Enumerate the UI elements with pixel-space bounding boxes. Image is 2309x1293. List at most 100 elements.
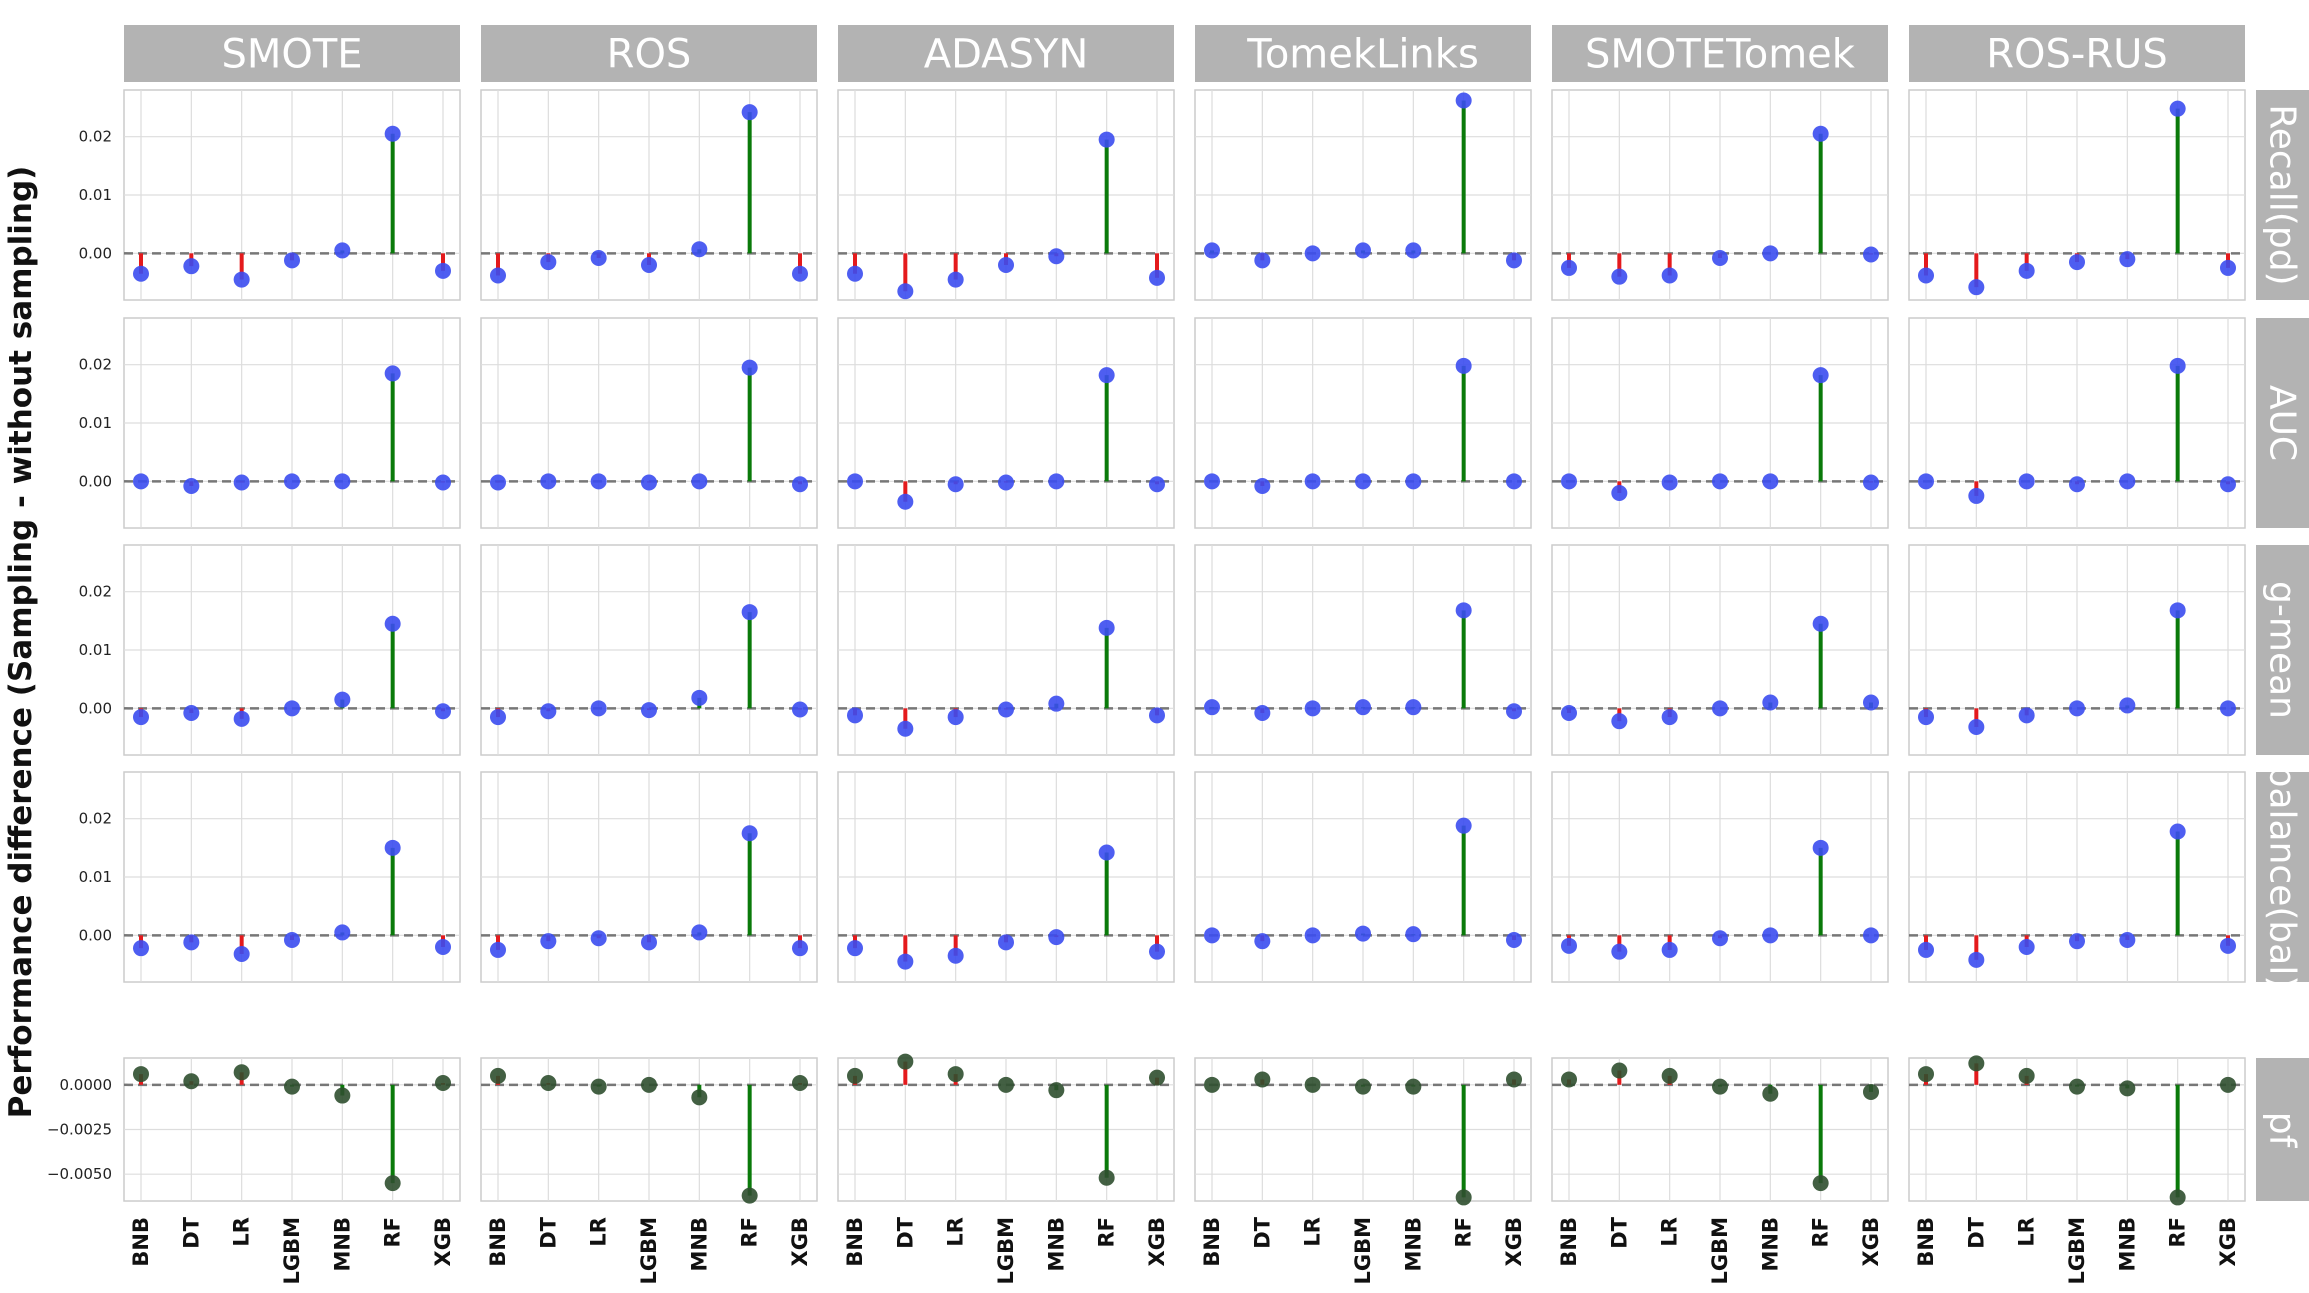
point-bnb xyxy=(133,265,149,282)
point-bnb xyxy=(1204,242,1220,259)
row-strip-pf: pf xyxy=(2256,1058,2309,1201)
point-rf xyxy=(1455,357,1472,374)
row-strip-recall-pd: Recall(pd) xyxy=(2256,90,2309,300)
point-xgb xyxy=(792,265,808,282)
point-xgb xyxy=(1149,707,1165,724)
point-rf xyxy=(1812,1175,1829,1192)
x-tick-label: XGB xyxy=(2216,1217,2240,1266)
x-tick-label: LR xyxy=(587,1217,611,1247)
point-lr xyxy=(947,271,964,288)
point-xgb xyxy=(435,474,451,491)
panel-recall-pd-smote xyxy=(123,89,461,301)
point-mnb xyxy=(691,241,708,258)
row-strip-label: balance(bal) xyxy=(2262,765,2303,990)
point-lr xyxy=(233,474,250,491)
point-xgb xyxy=(1863,246,1879,263)
point-lr xyxy=(2018,262,2035,279)
point-bnb xyxy=(490,474,506,491)
point-xgb xyxy=(1506,473,1522,490)
panel-pf-smote xyxy=(123,1057,461,1202)
row-strip-bg xyxy=(2256,1058,2309,1201)
panel-g-mean-smotetomek xyxy=(1551,544,1889,756)
column-strip-tomeklinks: TomekLinks xyxy=(1195,25,1531,82)
point-bnb xyxy=(1561,259,1577,276)
point-bnb xyxy=(1561,473,1577,490)
panel-recall-pd-adasyn xyxy=(837,89,1175,301)
point-rf xyxy=(1455,817,1472,834)
point-lr xyxy=(1661,474,1678,491)
panel-balance-bal-smotetomek xyxy=(1551,771,1889,983)
point-lgbm xyxy=(998,1076,1014,1093)
point-lgbm xyxy=(284,932,300,948)
point-lgbm xyxy=(1355,699,1371,716)
point-bnb xyxy=(847,473,863,490)
point-mnb xyxy=(1762,245,1779,262)
point-xgb xyxy=(1506,1071,1522,1088)
y-tick-label: 0.0000 xyxy=(60,1076,113,1094)
point-mnb xyxy=(1405,926,1422,943)
x-tick-label: BNB xyxy=(129,1217,153,1267)
panel-pf-smotetomek xyxy=(1551,1057,1889,1202)
point-lr xyxy=(590,473,607,490)
point-lr xyxy=(1661,709,1678,726)
point-lr xyxy=(590,1078,607,1095)
point-bnb xyxy=(847,1067,863,1084)
point-bnb xyxy=(1204,699,1220,716)
point-bnb xyxy=(1918,1066,1934,1083)
point-mnb xyxy=(691,1089,708,1106)
panel-recall-pd-tomeklinks xyxy=(1194,89,1532,301)
point-lgbm xyxy=(2069,254,2085,271)
point-dt xyxy=(183,478,200,494)
point-xgb xyxy=(435,1075,451,1092)
column-strip-label: SMOTE xyxy=(221,32,362,78)
point-rf xyxy=(1455,92,1472,109)
point-rf xyxy=(1098,367,1115,384)
y-tick-label: 0.00 xyxy=(79,699,112,717)
panel-g-mean-smote xyxy=(123,544,461,756)
y-tick-label: 0.01 xyxy=(79,641,112,659)
x-tick-label: LR xyxy=(944,1217,968,1247)
point-xgb xyxy=(1149,1069,1165,1086)
point-rf xyxy=(741,604,758,621)
x-tick-label: BNB xyxy=(486,1217,510,1267)
x-tick-label: DT xyxy=(1250,1216,1274,1248)
point-bnb xyxy=(1918,473,1934,490)
y-tick-label: 0.00 xyxy=(79,244,112,262)
x-tick-label: MNB xyxy=(1401,1217,1425,1271)
point-rf xyxy=(2169,823,2186,840)
point-mnb xyxy=(2119,1080,2136,1097)
point-bnb xyxy=(490,941,506,958)
panel-balance-bal-adasyn xyxy=(837,771,1175,983)
point-lr xyxy=(1661,941,1678,958)
row-strip-label: AUC xyxy=(2262,385,2303,461)
point-bnb xyxy=(1918,267,1934,284)
x-tick-label: BNB xyxy=(1557,1217,1581,1267)
point-mnb xyxy=(1762,1085,1779,1102)
panel-auc-adasyn xyxy=(837,317,1175,529)
point-lr xyxy=(2018,473,2035,490)
point-lr xyxy=(590,930,607,947)
point-lgbm xyxy=(1355,925,1371,942)
point-dt xyxy=(183,705,200,721)
panel-g-mean-adasyn xyxy=(837,544,1175,756)
x-tick-label: LR xyxy=(1301,1217,1325,1247)
point-lr xyxy=(233,946,250,962)
point-lr xyxy=(2018,939,2035,955)
panel-recall-pd-ros-rus xyxy=(1908,89,2246,301)
column-strip-label: TomekLinks xyxy=(1246,32,1479,78)
point-rf xyxy=(1098,1169,1115,1186)
point-dt xyxy=(183,258,200,275)
point-bnb xyxy=(847,265,863,282)
point-dt xyxy=(1968,1055,1985,1072)
x-tick-label: DT xyxy=(893,1216,917,1248)
y-tick-label: −0.0050 xyxy=(47,1165,112,1183)
point-lr xyxy=(947,709,964,726)
column-strip-bg xyxy=(1552,25,1888,82)
panel-recall-pd-ros xyxy=(480,89,818,301)
point-mnb xyxy=(1048,248,1065,265)
point-xgb xyxy=(1863,1083,1879,1100)
point-rf xyxy=(384,365,401,382)
point-dt xyxy=(183,934,200,951)
column-strip-bg xyxy=(124,25,460,82)
point-xgb xyxy=(1863,474,1879,491)
